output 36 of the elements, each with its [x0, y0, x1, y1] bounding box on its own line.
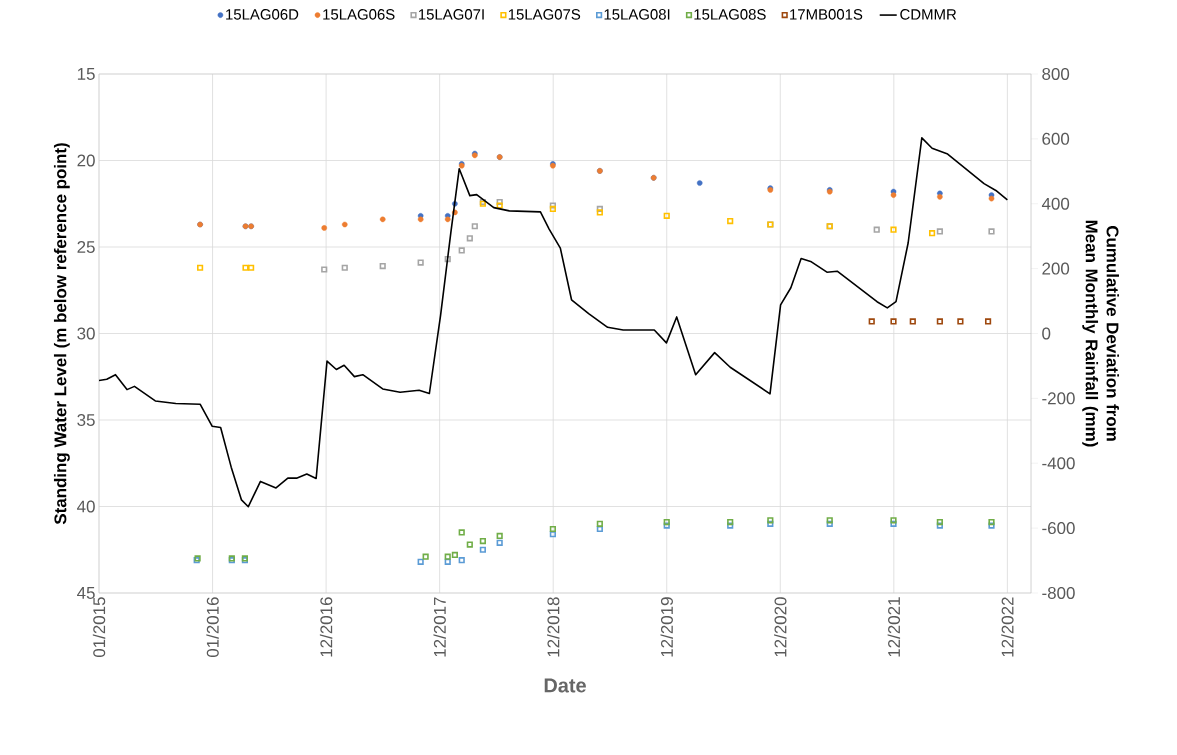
y2-tick-label: -400 — [1042, 457, 1075, 470]
y-tick-label: 35 — [77, 414, 95, 427]
y-tick-label: 15 — [77, 68, 95, 80]
legend-label: 15LAG06D — [226, 9, 299, 20]
y2-tick-label: 800 — [1042, 67, 1070, 80]
legend-label: 15LAG07I — [418, 9, 484, 20]
x-tick-label: 12/2022 — [1001, 597, 1014, 657]
y-tick-label: 25 — [77, 241, 95, 253]
y2-tick-label: -600 — [1042, 522, 1075, 535]
x-tick-label: 12/2020 — [774, 597, 787, 657]
y-axis-title: Standing Water Level (m below reference point) — [53, 143, 70, 525]
legend-label: 17MB001S — [790, 9, 863, 20]
x-tick-label: 01/2016 — [206, 597, 219, 658]
y2-tick-label: -800 — [1042, 587, 1075, 599]
y2-tick-label: -200 — [1042, 392, 1075, 405]
y2-axis-title: Cumulative Deviation from Mean Monthly Rainfall (mm) — [1082, 220, 1119, 447]
x-tick-label: 12/2021 — [887, 597, 901, 657]
legend-label: 15LAG08I — [604, 9, 670, 20]
x-tick-label: 12/2019 — [660, 597, 673, 657]
legend-label: 15LAG07S — [508, 9, 581, 20]
x-tick-label: 12/2018 — [546, 597, 560, 657]
x-tick-label: 12/2017 — [433, 597, 446, 657]
y2-tick-label: 600 — [1042, 132, 1070, 145]
y-tick-label: 30 — [77, 327, 95, 340]
x-tick-label: 12/2016 — [319, 597, 333, 657]
x-tick-label: 01/2015 — [92, 597, 106, 658]
y2-tick-label: 0 — [1042, 327, 1051, 340]
x-axis-title: Date — [544, 678, 586, 693]
y2-tick-label: 200 — [1042, 262, 1070, 275]
y-tick-label: 20 — [77, 154, 95, 167]
legend-label: 15LAG08S — [694, 9, 766, 20]
y2-tick-label: 400 — [1041, 197, 1070, 210]
legend-label: 15LAG06S — [323, 9, 395, 20]
y-tick-label: 40 — [77, 500, 95, 513]
legend-label: CDMMR — [900, 9, 957, 20]
y-tick-label: 45 — [77, 587, 95, 599]
